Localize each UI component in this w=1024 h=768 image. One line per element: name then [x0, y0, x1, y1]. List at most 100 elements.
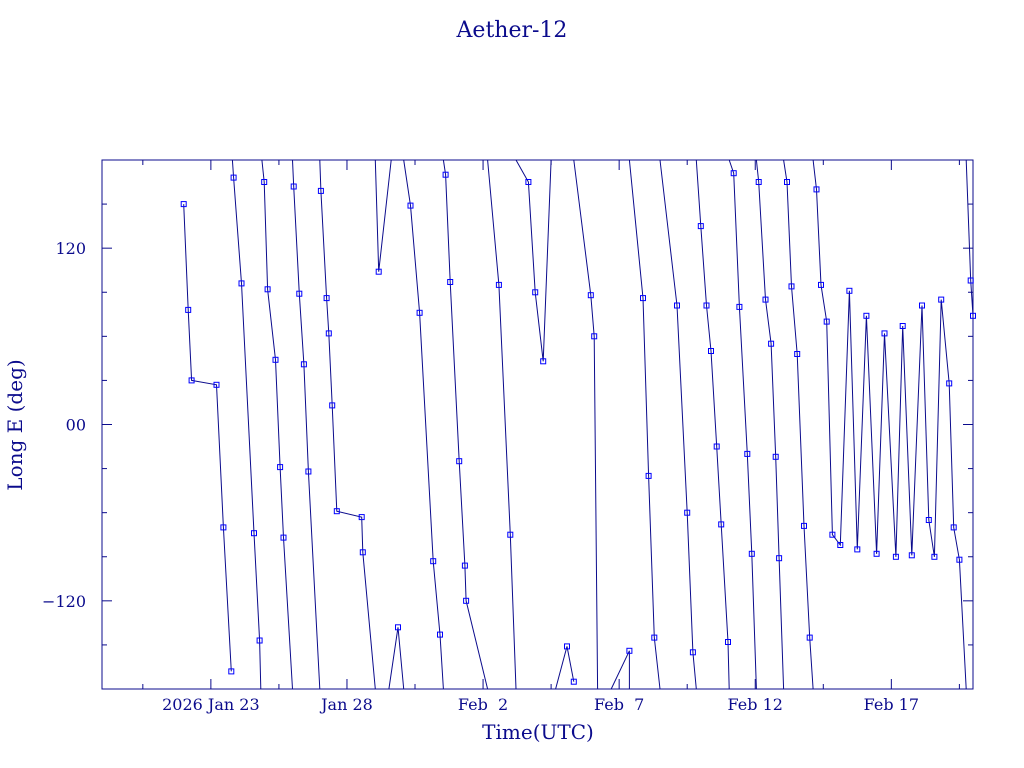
data-point	[640, 295, 646, 302]
data-point	[950, 524, 957, 531]
data-point	[776, 555, 783, 562]
y-tick-label: 00	[66, 416, 86, 435]
data-point	[748, 550, 755, 557]
y-axis-label: Long E (deg)	[3, 359, 27, 490]
x-tick-label: Jan 28	[319, 695, 373, 714]
data-point	[430, 558, 437, 565]
data-point	[325, 330, 332, 337]
x-tick-label: 2026 Jan 23	[162, 695, 260, 714]
series-line	[388, 627, 405, 690]
x-tick-label: Feb 12	[728, 695, 783, 714]
data-point	[892, 553, 899, 560]
data-point	[762, 296, 769, 303]
data-point	[784, 179, 790, 185]
data-point	[564, 643, 570, 650]
data-point	[967, 277, 974, 284]
series-line	[183, 204, 232, 672]
data-point	[651, 634, 658, 641]
data-point	[300, 361, 307, 368]
series-line	[261, 159, 293, 690]
data-point	[290, 183, 297, 190]
data-point	[829, 531, 836, 538]
data-point	[813, 186, 820, 193]
y-ticks: −120 00 120	[42, 203, 973, 646]
data-point	[718, 521, 725, 528]
data-point	[463, 597, 470, 604]
x-axis-label: Time(UTC)	[482, 720, 594, 744]
data-point	[908, 552, 915, 559]
data-point	[768, 340, 775, 347]
data-point	[708, 348, 714, 354]
data-point	[495, 281, 502, 288]
data-point	[395, 624, 401, 631]
data-point	[238, 280, 245, 287]
series-line	[628, 159, 661, 690]
data-point	[251, 530, 257, 537]
data-point	[823, 318, 830, 325]
data-point	[794, 351, 801, 357]
data-point	[277, 464, 284, 471]
data-point	[674, 302, 680, 309]
data-point	[280, 534, 287, 541]
series-line	[555, 646, 575, 690]
data-point	[837, 542, 844, 548]
data-point	[956, 556, 963, 563]
data-point	[925, 517, 932, 523]
data-point	[272, 356, 279, 363]
data-point	[461, 562, 468, 569]
series-line	[610, 650, 630, 690]
data-point	[626, 647, 633, 654]
data-point	[416, 309, 423, 316]
data-point	[946, 380, 953, 387]
data-point	[317, 187, 324, 194]
data-point	[744, 450, 751, 457]
data-point	[540, 358, 547, 365]
data-point	[689, 649, 696, 656]
series-line	[292, 159, 321, 690]
data-point	[188, 377, 195, 384]
series-line	[319, 159, 376, 690]
data-point	[442, 171, 449, 178]
series-line	[659, 159, 697, 690]
data-point	[507, 531, 514, 538]
data-point	[730, 170, 737, 177]
data-point	[591, 333, 598, 340]
data-point	[358, 514, 365, 521]
data-point	[846, 287, 853, 294]
data-point	[180, 201, 187, 208]
series-layer	[183, 159, 974, 690]
data-point	[587, 292, 594, 299]
data-point	[863, 312, 870, 319]
data-point	[801, 522, 807, 529]
plot-frame	[101, 159, 974, 690]
x-tick-label: Feb 17	[864, 695, 919, 714]
data-point	[525, 179, 532, 185]
data-point	[736, 303, 743, 310]
data-point	[919, 302, 925, 309]
x-tick-label: Feb 7	[594, 695, 644, 714]
data-point	[697, 223, 704, 230]
data-point	[788, 283, 795, 290]
series-line	[487, 159, 517, 690]
data-point	[220, 524, 227, 531]
data-point	[407, 202, 414, 209]
data-point	[806, 634, 813, 641]
data-point	[375, 268, 382, 275]
data-point	[213, 381, 220, 388]
series-line	[515, 159, 552, 362]
data-point	[447, 279, 454, 285]
data-point	[185, 306, 192, 313]
data-point	[899, 323, 906, 329]
data-point	[228, 668, 235, 675]
data-point	[684, 509, 691, 516]
data-point	[854, 546, 861, 553]
series-line	[231, 159, 262, 690]
data-point	[456, 458, 463, 465]
data-point	[772, 453, 779, 460]
data-point	[713, 443, 720, 450]
chart-title: Aether-12	[456, 18, 568, 43]
data-point	[931, 553, 938, 560]
data-point	[532, 289, 539, 296]
data-point	[329, 402, 336, 409]
